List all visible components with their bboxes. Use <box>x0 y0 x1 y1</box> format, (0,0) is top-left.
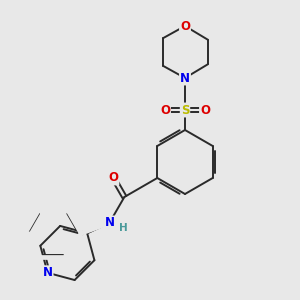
Text: O: O <box>200 103 210 116</box>
Text: H: H <box>119 223 128 233</box>
Text: O: O <box>108 171 118 184</box>
Text: S: S <box>181 103 189 116</box>
Text: O: O <box>180 20 190 32</box>
Text: O: O <box>160 103 170 116</box>
Text: N: N <box>43 266 52 279</box>
Text: N: N <box>180 71 190 85</box>
Text: N: N <box>104 217 114 230</box>
